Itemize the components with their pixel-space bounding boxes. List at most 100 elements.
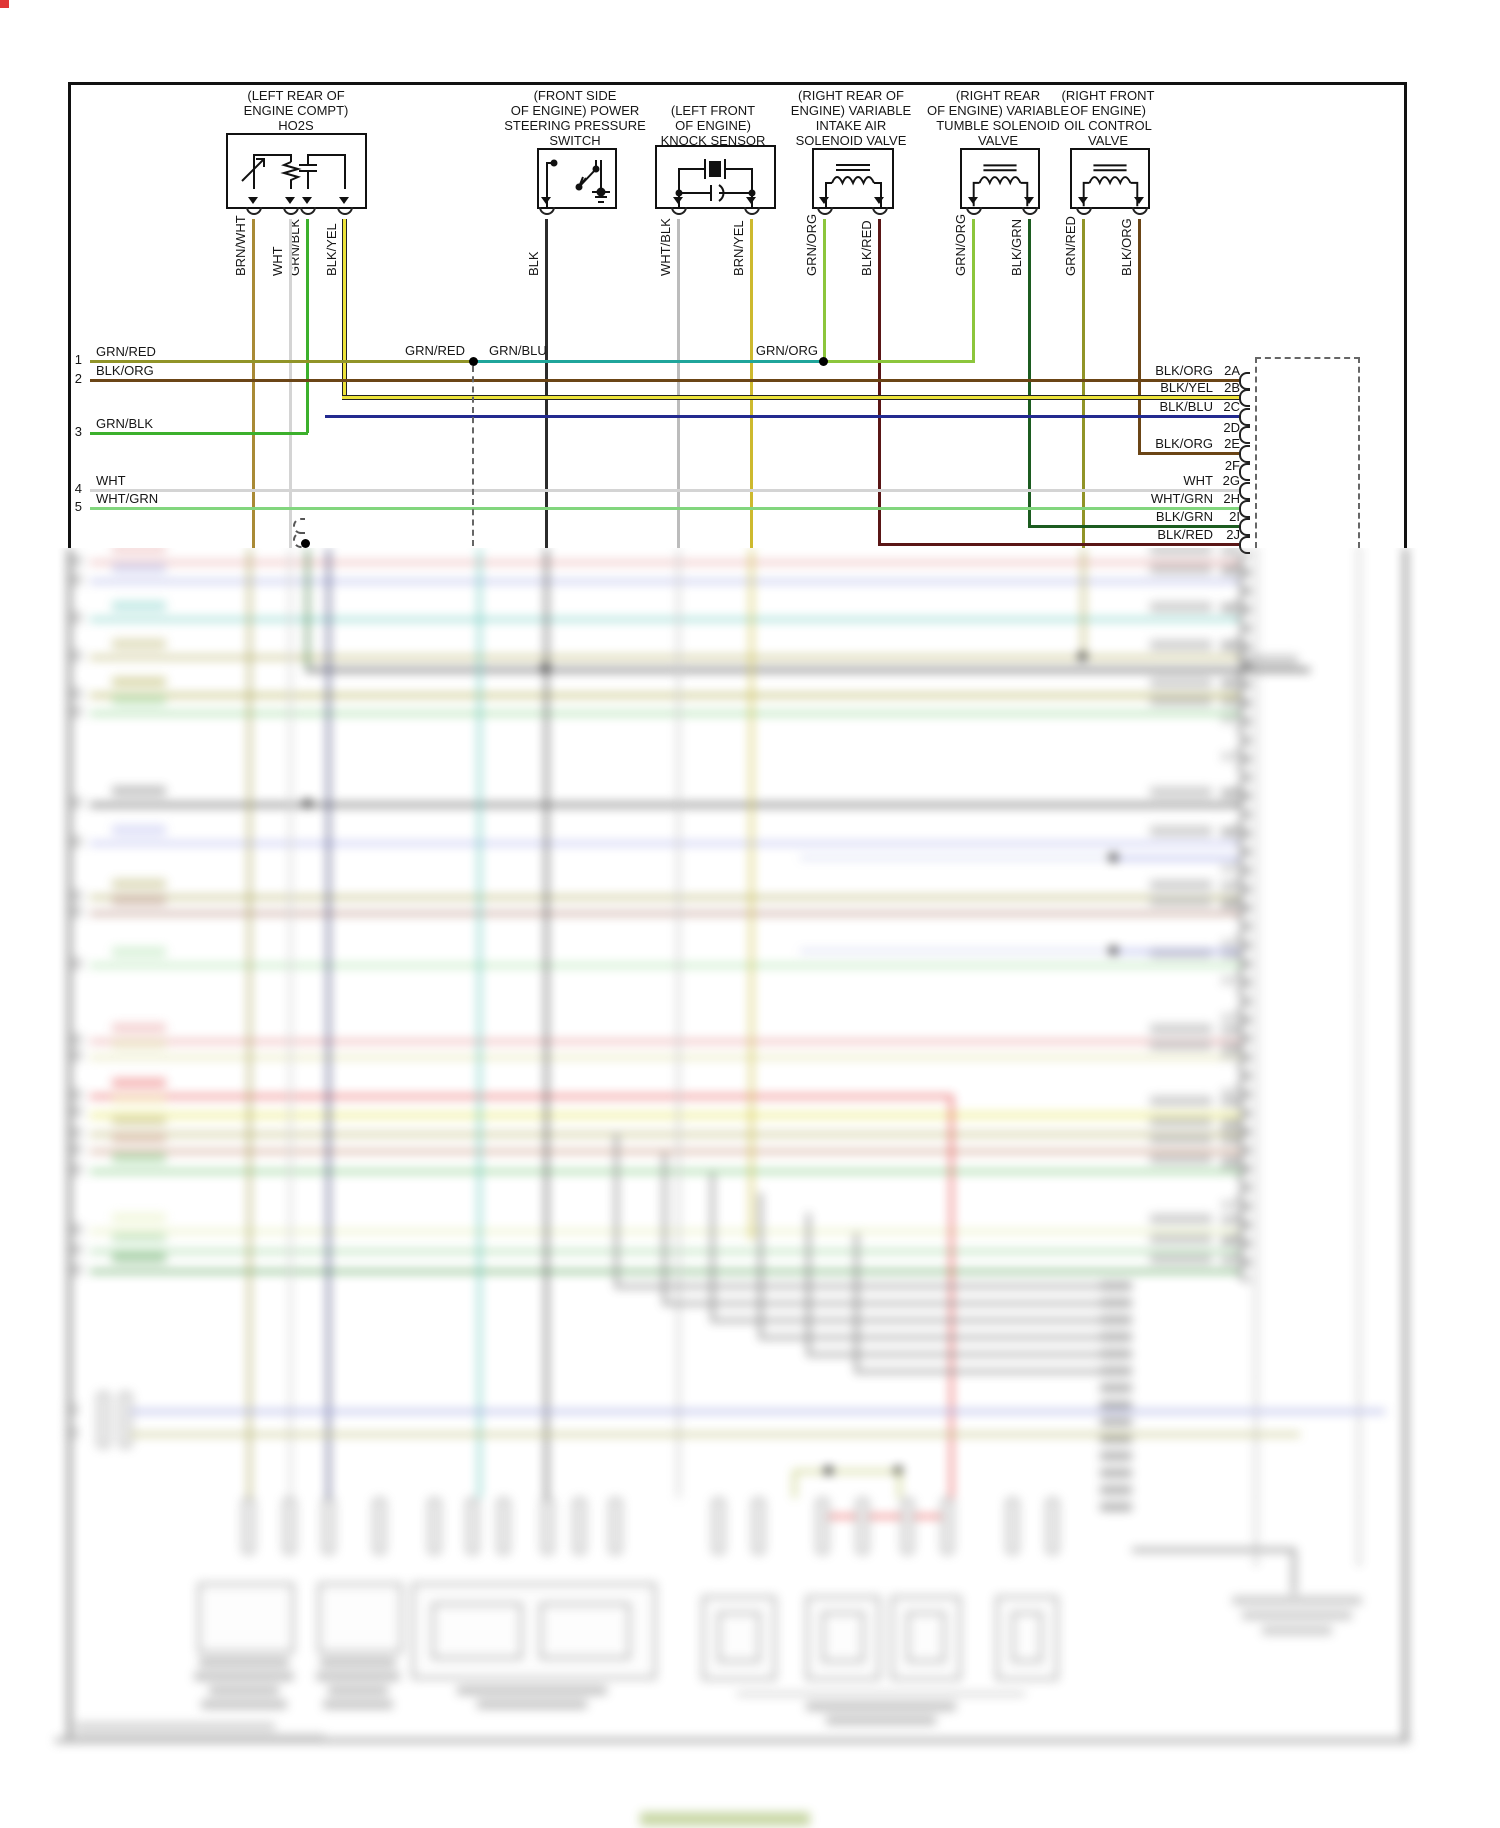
wire: [823, 219, 826, 360]
blob: [816, 1498, 829, 1554]
blob: [1150, 696, 1212, 706]
blob: [70, 688, 82, 699]
blob: [1100, 1503, 1132, 1511]
h: [90, 580, 1241, 583]
border-top: [68, 82, 1407, 85]
blob: [70, 906, 82, 917]
blob: [97, 1392, 110, 1448]
label-line: ENGINE) VARIABLE: [790, 103, 912, 118]
connector-box-dashed-left: [1255, 357, 1257, 548]
h: [1132, 1548, 1292, 1552]
blob: [457, 1686, 607, 1695]
blob: [1150, 1254, 1212, 1264]
blob: [66, 1404, 78, 1415]
blob: [1221, 679, 1241, 689]
blob: [573, 1498, 586, 1554]
arw: [339, 197, 349, 204]
arw: [673, 197, 683, 204]
v: [750, 548, 753, 1240]
arc: [1239, 1001, 1250, 1020]
pin-id: 2G: [1222, 473, 1240, 488]
blob: [70, 1244, 82, 1255]
wire-label: BLK/ORG: [1119, 218, 1134, 276]
blob: [1221, 603, 1241, 613]
blob: [1150, 826, 1212, 836]
arc: [1239, 833, 1250, 852]
blob: [1221, 565, 1241, 575]
blob: [112, 1133, 166, 1143]
h: [663, 1302, 1100, 1305]
label-line: SOLENOID VALVE: [795, 133, 907, 148]
blob: [112, 1078, 166, 1088]
blob: [1221, 826, 1241, 836]
arc: [1239, 1244, 1250, 1263]
component-label-oil-control-valve: (RIGHT FRONT OF ENGINE) OIL CONTROL VALV…: [1031, 88, 1185, 148]
blob: [283, 1498, 296, 1554]
blob: [1100, 1401, 1132, 1409]
blob: [712, 1498, 725, 1554]
blob: [1150, 548, 1212, 555]
arw: [1078, 197, 1088, 204]
ps-switch-box: [537, 148, 617, 209]
arw: [1134, 197, 1144, 204]
row-number: 2: [74, 371, 82, 386]
pin-id: 2H: [1223, 491, 1240, 506]
pin-id: 2E: [1224, 436, 1240, 451]
row-number: 1: [74, 352, 82, 367]
arc: [1239, 703, 1250, 722]
v: [855, 1233, 858, 1370]
blob: [322, 1498, 335, 1554]
arw: [541, 197, 551, 204]
row-wire-label: GRN/RED: [96, 344, 156, 359]
blob: [1221, 641, 1241, 651]
pin-wire-label: BLK/BLU: [1159, 399, 1213, 414]
blob: [112, 677, 166, 687]
row-wire-label: WHT: [96, 473, 126, 488]
blob: [1221, 1087, 1241, 1097]
pin-wire-label: BLK/GRN: [1155, 509, 1213, 524]
h: [90, 694, 1241, 697]
arc: [1239, 796, 1250, 815]
blob: [1150, 787, 1212, 797]
label-line: KNOCK SENSOR: [660, 133, 766, 148]
h: [306, 668, 1310, 672]
pin-wire-label: WHT/GRN: [1150, 491, 1213, 506]
blob: [199, 1658, 289, 1667]
connector-pin-symbol: [1239, 445, 1250, 463]
arw: [874, 197, 884, 204]
arc: [1239, 759, 1250, 778]
blob: [1221, 1041, 1241, 1051]
blob: [75, 1722, 275, 1731]
blob: [1221, 1162, 1241, 1172]
h: [1117, 857, 1241, 860]
blob: [1221, 602, 1241, 612]
blob: [328, 1686, 388, 1695]
arc: [1239, 871, 1250, 890]
box: [198, 1583, 294, 1653]
blob: [70, 958, 82, 969]
v: [615, 1133, 618, 1285]
blob: [1150, 1096, 1212, 1106]
label-line: ENGINE COMPT): [243, 103, 349, 118]
blob: [1150, 948, 1212, 958]
wire: [677, 219, 680, 548]
arc: [1239, 964, 1250, 983]
blob: [1221, 640, 1241, 650]
pin-id: 2C: [1223, 399, 1240, 414]
wire: [750, 219, 753, 548]
blob: [1221, 881, 1241, 891]
h: [90, 964, 1241, 967]
blob: [70, 1144, 82, 1155]
blob: [112, 1116, 166, 1126]
arc: [1239, 628, 1250, 647]
row-number: 3: [74, 424, 82, 439]
arc: [1239, 982, 1250, 1001]
blob: [901, 1498, 914, 1554]
v: [898, 1470, 901, 1498]
arc: [1239, 740, 1250, 759]
wire: [1138, 452, 1241, 455]
arc: [1239, 554, 1250, 572]
connector-pin-symbol: [1239, 408, 1250, 426]
arw: [968, 197, 978, 204]
label-line: OIL CONTROL: [1064, 118, 1152, 133]
